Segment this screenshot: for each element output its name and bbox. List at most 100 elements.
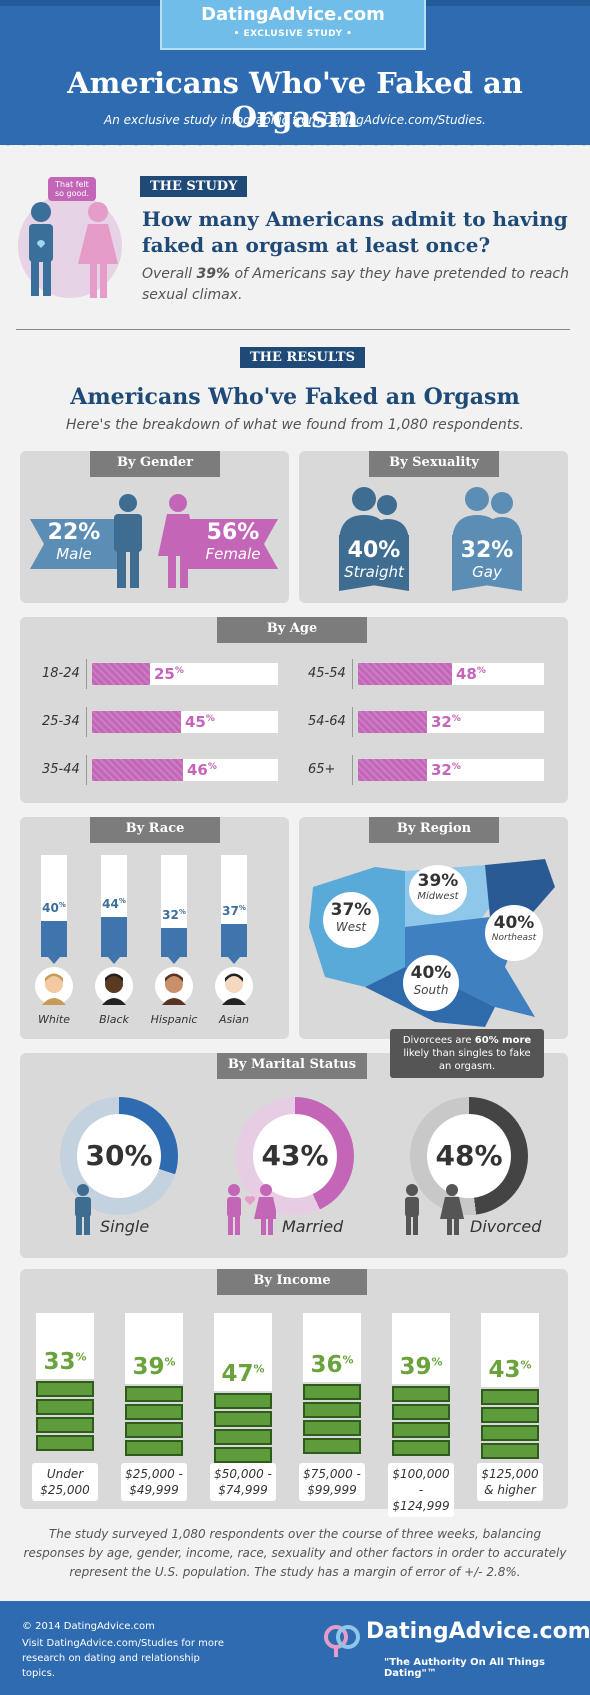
money-stack-icon <box>303 1420 361 1436</box>
age-value: 32 <box>431 761 452 779</box>
income-tab: By Income <box>217 1269 367 1295</box>
race-tab: By Race <box>90 817 220 843</box>
age-bar-fill <box>92 663 150 685</box>
male-value: 22% <box>47 520 101 545</box>
divider <box>16 329 570 330</box>
northeast-circle: 40% Northeast <box>485 905 543 961</box>
race-label: Asian <box>218 1013 250 1026</box>
income-value-number: 36 <box>310 1352 343 1378</box>
race-value: 40% <box>41 901 67 915</box>
income-value-number: 39 <box>132 1354 165 1380</box>
male-ribbon: 22% Male <box>30 519 118 569</box>
money-stack-icon <box>303 1402 361 1418</box>
midwest-circle: 39% Midwest <box>409 865 467 915</box>
income-panel: By Income 33% Under $25,000 39% $25,000 - $… <box>20 1269 568 1517</box>
race-value: 44% <box>101 897 127 911</box>
age-bar-track: 48% <box>358 663 544 685</box>
male-icon <box>114 494 142 588</box>
age-divider <box>352 755 353 785</box>
money-stack-icon <box>481 1443 539 1459</box>
page-title: Americans Who've Faked an Orgasm <box>67 66 523 134</box>
race-bar-pointer <box>228 957 240 964</box>
footer: © 2014 DatingAdvice.com Visit DatingAdvi… <box>0 1601 590 1695</box>
income-card <box>303 1313 361 1382</box>
age-label: 54-64 <box>308 714 346 729</box>
money-stack-icon <box>392 1422 450 1438</box>
results-title: Americans Who've Faked an Orgasm <box>70 384 520 410</box>
south-label: South <box>413 983 449 997</box>
age-value: 45 <box>185 713 206 731</box>
results-subtitle: Here's the breakdown of what we found fr… <box>65 417 525 433</box>
speech-bubble: That felt so good. <box>48 177 96 201</box>
race-label: Hispanic <box>150 1013 198 1026</box>
pct-sign: % <box>253 1362 265 1376</box>
west-value: 37% <box>330 900 372 920</box>
results-tag: THE RESULTS <box>240 347 365 368</box>
study-question: How many Americans admit to having faked… <box>142 207 568 257</box>
south-value: 40% <box>410 963 452 983</box>
pct-sign: % <box>520 1358 532 1372</box>
married-ring: 43% <box>236 1097 354 1215</box>
pct-sign: % <box>451 714 461 724</box>
money-stack-icon <box>36 1399 94 1415</box>
age-bar-fill <box>358 663 452 685</box>
money-stack-icon <box>392 1404 450 1420</box>
male-label: Male <box>56 545 92 563</box>
region-panel: By Region 37% West 39% Midwest 40% North… <box>299 817 568 1039</box>
income-label: Under $25,000 <box>32 1463 98 1501</box>
logo-badge[interactable]: DatingAdvice.com • EXCLUSIVE STUDY • <box>160 0 426 50</box>
age-label: 25-34 <box>42 714 80 729</box>
race-bar-pointer <box>48 957 60 964</box>
race-value: 32% <box>161 908 187 922</box>
pct-sign: % <box>118 897 126 905</box>
age-bar-track: 32% <box>358 759 544 781</box>
footer-logo[interactable]: DatingAdvice.com <box>366 1619 590 1644</box>
callout-pre: Divorcees are <box>402 1035 475 1046</box>
age-bar-track: 45% <box>92 711 278 733</box>
gender-panel: By Gender 22% Male 56% Female <box>20 451 289 603</box>
income-value-number: 33 <box>43 1349 76 1375</box>
age-divider <box>86 707 87 737</box>
race-bar-track <box>41 855 67 957</box>
money-stack-icon <box>303 1384 361 1400</box>
age-value: 48 <box>456 665 477 683</box>
region-tab: By Region <box>369 817 499 843</box>
income-card <box>481 1313 539 1387</box>
age-label: 18-24 <box>42 666 80 681</box>
divorced-couple-icon <box>405 1184 464 1235</box>
income-value: 47% <box>208 1361 278 1387</box>
midwest-label: Midwest <box>417 891 459 902</box>
income-card <box>392 1313 450 1384</box>
callout-bold: 60% more <box>474 1035 532 1046</box>
pct-sign: % <box>174 666 184 676</box>
age-bar-value: 48% <box>456 665 486 683</box>
income-value: 39% <box>386 1354 456 1380</box>
age-bar-value: 45% <box>185 713 215 731</box>
age-label: 45-54 <box>308 666 346 681</box>
age-bar-fill <box>358 759 427 781</box>
single-ring: 30% <box>60 1097 178 1215</box>
age-divider <box>352 659 353 689</box>
south-circle: 40% South <box>403 955 459 1011</box>
race-value: 37% <box>221 904 247 918</box>
age-bar-fill <box>92 759 183 781</box>
visit-link[interactable]: Visit DatingAdvice.com/Studies for more … <box>22 1638 225 1679</box>
age-bar-fill <box>358 711 427 733</box>
money-stack-icon <box>214 1411 272 1427</box>
pct-sign: % <box>451 762 461 772</box>
money-stack-icon <box>392 1440 450 1456</box>
age-bar-value: 25% <box>154 665 184 683</box>
avatar-white-icon <box>35 967 73 1005</box>
race-bar-track <box>101 855 127 957</box>
divorced-label: Divorced <box>470 1217 542 1236</box>
avatar-black-icon <box>95 967 133 1005</box>
money-stack-icon <box>125 1404 183 1420</box>
money-stack-icon <box>36 1417 94 1433</box>
single-person-icon <box>75 1184 91 1235</box>
money-stack-icon <box>303 1438 361 1454</box>
race-bar-pointer <box>108 957 120 964</box>
exclusive-study-label: • EXCLUSIVE STUDY • <box>233 29 353 39</box>
age-divider <box>86 659 87 689</box>
sexuality-panel: By Sexuality 40% Straight 32% Gay <box>299 451 568 603</box>
pct-sign: % <box>58 901 66 909</box>
